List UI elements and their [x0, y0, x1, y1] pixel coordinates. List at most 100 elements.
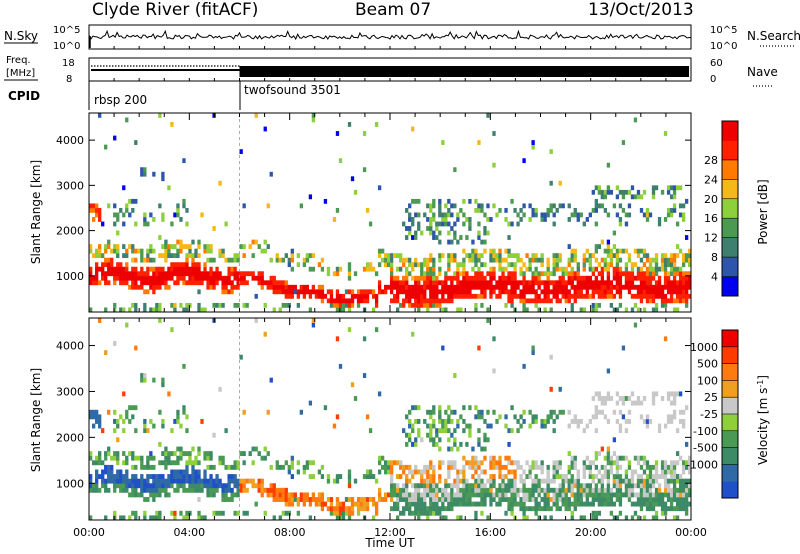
power-cell: [308, 293, 313, 299]
velocity-cell: [630, 483, 635, 489]
velocity-cell: [651, 506, 656, 512]
power-cell: [684, 302, 689, 308]
power-cell: [603, 257, 608, 263]
velocity-cell: [663, 464, 668, 470]
power-cell: [116, 266, 120, 272]
velocity-cell: [555, 492, 559, 498]
power-cell: [684, 289, 689, 295]
velocity-cell: [678, 483, 683, 489]
velocity-cell: [582, 464, 586, 470]
power-cell: [594, 207, 598, 213]
velocity-cell: [645, 497, 650, 502]
power-cell: [546, 289, 550, 295]
power-cell: [98, 248, 102, 254]
power-cell: [522, 289, 526, 295]
power-cell: [663, 293, 668, 299]
power-cell: [146, 266, 150, 272]
power-cell: [687, 248, 692, 254]
velocity-cell: [666, 391, 671, 397]
velocity-cell: [390, 460, 394, 466]
velocity-cell: [600, 409, 605, 415]
velocity-cell: [426, 464, 430, 470]
velocity-cell: [429, 474, 433, 479]
velocity-cell: [468, 428, 472, 434]
velocity-cell: [383, 469, 388, 475]
power-cell: [215, 302, 219, 308]
velocity-cell: [513, 483, 517, 489]
power-cell: [528, 266, 532, 272]
velocity-cell: [143, 419, 147, 424]
velocity-cell: [543, 423, 547, 429]
power-cell: [477, 235, 481, 240]
velocity-cell: [411, 501, 415, 507]
power-cell: [119, 271, 123, 277]
velocity-cell: [567, 487, 571, 493]
power-cell: [474, 293, 478, 299]
velocity-cell: [429, 464, 433, 470]
velocity-cell: [606, 419, 611, 424]
velocity-cell: [242, 487, 246, 493]
velocity-cell: [176, 409, 180, 415]
power-cell: [573, 212, 577, 218]
power-cell: [107, 266, 111, 272]
velocity-cell: [531, 345, 535, 351]
power-cell: [390, 257, 394, 263]
power-cell: [143, 307, 147, 313]
power-cell: [504, 289, 508, 295]
power-cell: [603, 189, 608, 195]
velocity-cell: [567, 451, 571, 457]
velocity-cell: [594, 510, 598, 516]
power-cell: [507, 298, 511, 304]
velocity-cell: [549, 386, 553, 392]
velocity-cell: [663, 506, 668, 512]
velocity-cell: [101, 428, 105, 434]
velocity-cell: [642, 487, 647, 493]
velocity-cell: [332, 478, 337, 484]
power-cell: [429, 230, 433, 236]
power-cell: [143, 289, 147, 295]
power-cell: [170, 271, 174, 277]
velocity-cell: [660, 506, 665, 512]
power-cell: [134, 221, 138, 227]
power-cell: [420, 289, 424, 295]
power-cell: [188, 280, 192, 286]
velocity-cell: [164, 451, 168, 457]
power-cell: [570, 307, 574, 313]
power-cell: [257, 275, 261, 281]
power-cell: [149, 275, 153, 281]
power-cell: [308, 307, 313, 313]
velocity-cell: [468, 497, 472, 502]
power-cell: [537, 257, 541, 263]
power-cell: [417, 289, 421, 295]
power-cell: [522, 293, 526, 299]
power-cell: [275, 280, 279, 286]
nave-tick-low: 0: [710, 74, 716, 85]
velocity-cell: [242, 409, 246, 415]
power-cell: [368, 221, 373, 227]
velocity-cell: [645, 483, 650, 489]
power-cell: [588, 280, 592, 286]
power-cell: [636, 194, 641, 200]
power-cell: [368, 289, 373, 295]
power-cell: [585, 289, 589, 295]
power-cell: [468, 275, 472, 281]
power-cell: [684, 257, 689, 263]
power-cell: [182, 275, 186, 281]
power-cell: [570, 302, 574, 308]
power-cell: [501, 257, 505, 263]
velocity-cell: [408, 419, 412, 424]
velocity-cell: [140, 455, 144, 461]
power-cell: [356, 289, 361, 295]
power-cell: [597, 271, 601, 277]
power-cell: [368, 266, 373, 272]
power-cell: [477, 266, 481, 272]
power-cell: [269, 275, 273, 281]
velocity-cell: [143, 483, 147, 489]
velocity-cell: [513, 492, 517, 498]
velocity-cell: [492, 409, 496, 415]
power-cell: [516, 221, 520, 227]
power-cell: [633, 248, 638, 254]
power-cell: [101, 275, 105, 281]
velocity-cell: [627, 497, 632, 502]
power-cell: [540, 289, 544, 295]
